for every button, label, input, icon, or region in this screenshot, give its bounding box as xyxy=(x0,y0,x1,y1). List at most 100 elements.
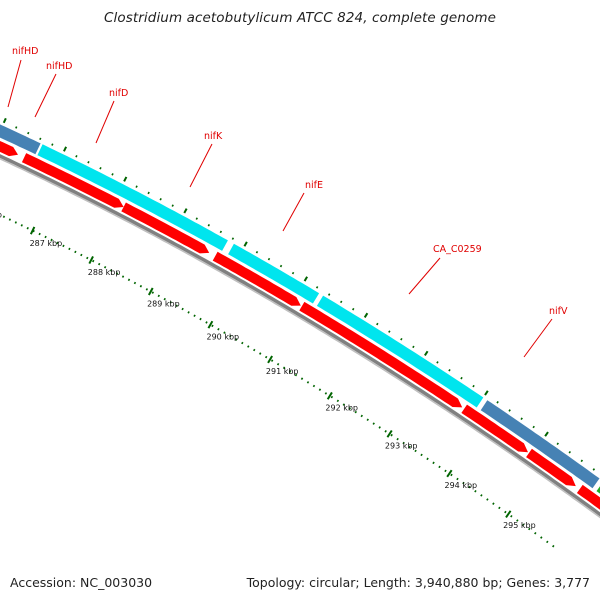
inner-tick xyxy=(193,314,196,317)
cog-segment-3 xyxy=(228,243,320,304)
outer-tick xyxy=(171,204,174,207)
inner-tick xyxy=(504,510,507,514)
outer-tick xyxy=(568,450,572,454)
inner-tick xyxy=(270,359,274,362)
cds-arrow-8 xyxy=(576,484,600,510)
outer-tick xyxy=(255,250,259,254)
inner-tick xyxy=(181,307,184,311)
inner-tick xyxy=(199,317,202,321)
inner-tick xyxy=(390,433,393,437)
inner-tick xyxy=(109,269,113,272)
cds-arrow-1 xyxy=(0,140,18,157)
inner-tick xyxy=(187,311,190,314)
outer-tick xyxy=(51,143,54,146)
gene-callout-line xyxy=(408,257,441,295)
outer-tick xyxy=(544,431,549,437)
inner-tick xyxy=(92,259,95,263)
inner-tick xyxy=(229,334,232,338)
gene-callout-line xyxy=(189,143,213,188)
gene-label: nifV xyxy=(549,306,568,317)
outer-tick xyxy=(2,117,7,124)
outer-tick xyxy=(15,126,18,129)
inner-major-tick xyxy=(326,391,333,400)
inner-tick xyxy=(276,362,280,366)
inner-tick xyxy=(324,392,328,395)
inner-tick xyxy=(498,506,501,510)
inner-major-tick xyxy=(88,255,94,265)
inner-tick xyxy=(121,275,125,278)
outer-tick xyxy=(291,271,295,275)
inner-tick xyxy=(372,422,375,425)
inner-tick xyxy=(68,247,71,251)
inner-tick xyxy=(492,502,495,505)
inner-major-tick xyxy=(386,429,393,438)
inner-tick xyxy=(133,281,137,285)
inner-tick xyxy=(163,297,166,301)
outer-tick xyxy=(520,417,523,420)
outer-tick xyxy=(123,176,128,182)
outer-tick xyxy=(484,390,489,396)
outer-tick xyxy=(159,198,162,201)
inner-tick xyxy=(151,291,155,294)
kbp-label: 291 kbp xyxy=(266,367,299,376)
kbp-label: 294 kbp xyxy=(445,481,478,490)
inner-tick xyxy=(223,331,226,334)
inner-tick-track xyxy=(2,215,555,548)
gene-callouts: nifHD nifHD nifD nifK nifE CA_C0259 nifV xyxy=(7,46,568,358)
gene-callout-line xyxy=(7,59,22,108)
inner-tick xyxy=(300,377,304,380)
inner-tick xyxy=(450,473,453,477)
inner-tick xyxy=(253,348,256,352)
inner-tick xyxy=(241,341,244,345)
inner-tick xyxy=(86,256,89,260)
outer-tick xyxy=(339,300,343,304)
outer-tick xyxy=(532,425,535,429)
inner-tick xyxy=(288,370,292,373)
gene-callout-line xyxy=(523,318,553,358)
inner-tick xyxy=(342,403,346,406)
inner-tick xyxy=(175,304,178,307)
inner-tick xyxy=(98,262,101,266)
cog-segment-1 xyxy=(0,124,41,155)
inner-tick xyxy=(552,544,555,548)
inner-tick xyxy=(378,426,381,429)
inner-tick xyxy=(145,288,149,291)
inner-tick xyxy=(312,384,316,388)
kbp-label: 288 kbp xyxy=(88,268,121,277)
inner-tick xyxy=(348,407,352,410)
inner-tick xyxy=(235,338,238,341)
inner-tick xyxy=(38,232,41,236)
outer-tick xyxy=(39,137,42,141)
inner-tick xyxy=(336,399,340,403)
inner-tick xyxy=(14,221,17,224)
inner-tick xyxy=(294,373,298,377)
inner-major-tick xyxy=(147,287,154,296)
inner-tick xyxy=(74,250,77,254)
inner-tick xyxy=(205,321,208,324)
kbp-label: 287 kbp xyxy=(30,239,63,248)
inner-tick xyxy=(8,218,12,221)
inner-tick xyxy=(480,494,483,497)
inner-tick xyxy=(211,324,214,328)
gene-callout-line xyxy=(282,192,305,232)
inner-tick xyxy=(306,381,310,384)
gene-label: CA_C0259 xyxy=(433,244,482,255)
inner-tick xyxy=(354,410,357,414)
outer-tick xyxy=(243,241,248,247)
inner-tick xyxy=(103,265,107,269)
cog-feature-track xyxy=(0,124,600,494)
cds-arrow-3 xyxy=(121,202,210,254)
outer-tick xyxy=(580,459,584,463)
inner-tick xyxy=(26,226,29,230)
kbp-label: 293 kbp xyxy=(385,441,418,450)
outer-tick xyxy=(63,146,68,152)
inner-tick xyxy=(420,453,423,457)
inner-tick xyxy=(540,536,543,539)
outer-tick xyxy=(147,191,150,195)
inner-tick xyxy=(384,430,387,433)
outer-tick xyxy=(315,286,319,289)
outer-tick xyxy=(111,173,114,176)
inner-major-tick xyxy=(207,320,214,329)
outer-tick xyxy=(303,276,308,282)
